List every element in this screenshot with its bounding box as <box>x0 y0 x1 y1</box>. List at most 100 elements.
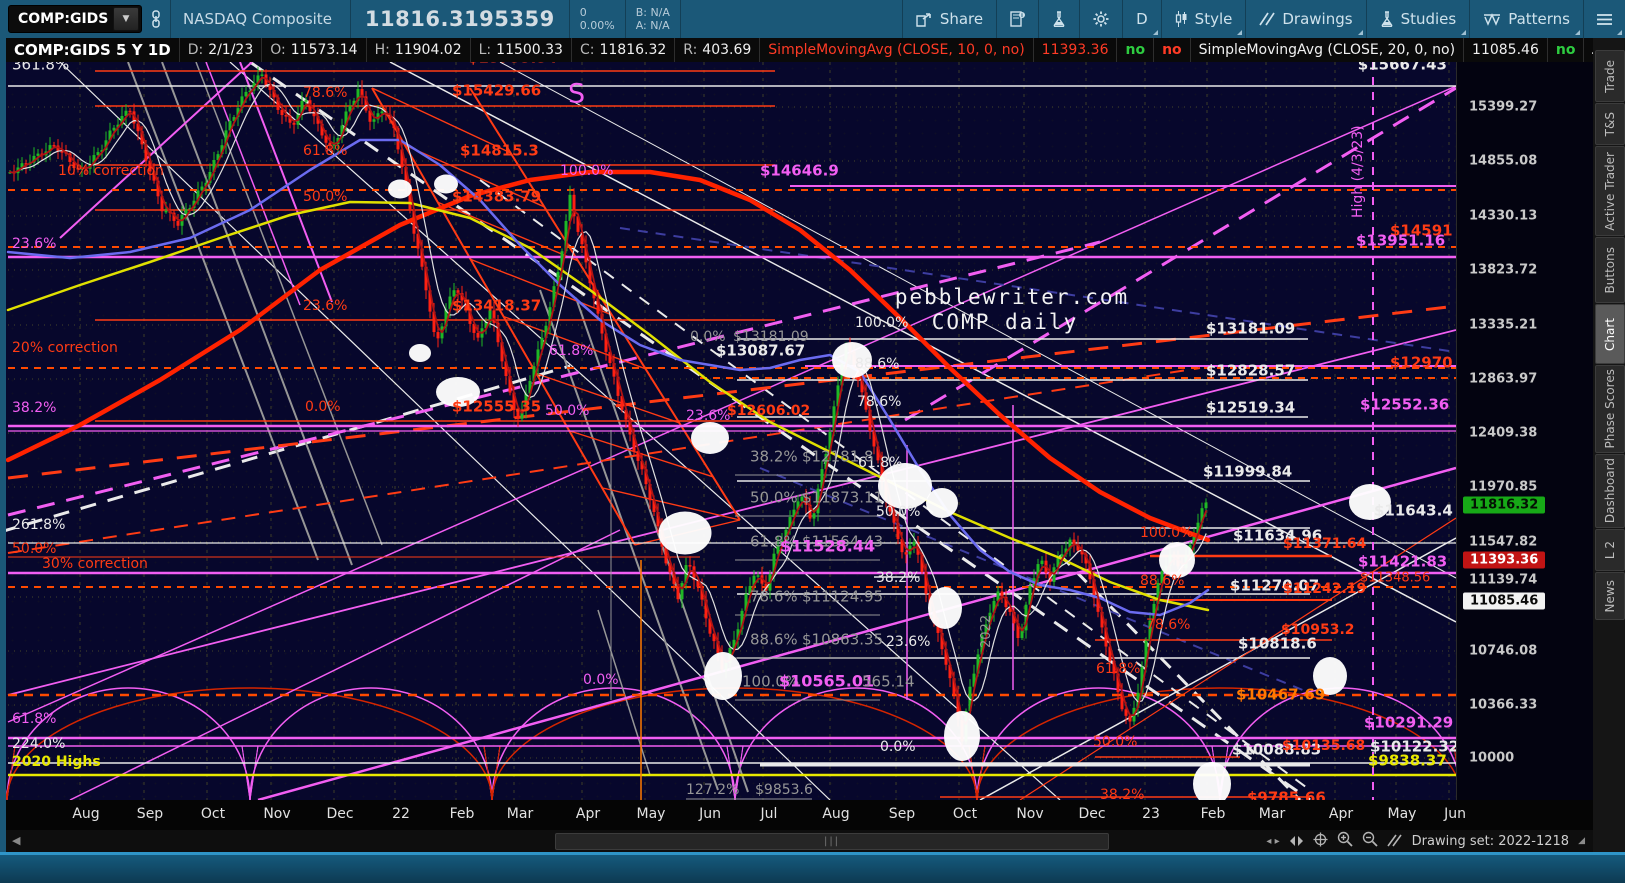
chart-labels-layer: 361.8% $15667.43 High (4/3/23) $15755.54 78.… <box>12 62 1456 800</box>
study-flag: no <box>1548 38 1585 62</box>
price-level-label: 61.8% <box>1096 661 1140 677</box>
timeframe-button[interactable]: D <box>1123 0 1161 38</box>
svg-text:pebblewriter.com: pebblewriter.com <box>895 285 1129 309</box>
price-level-label: $10467.69 <box>1236 685 1325 703</box>
report-button[interactable]: i <box>997 0 1038 38</box>
axis-month-label: 22 <box>392 806 410 822</box>
sidebar-tab-dashboard[interactable]: Dashboard <box>1595 454 1625 528</box>
resize-corner-icon[interactable]: ◢ <box>1578 836 1585 846</box>
ohlc-field: D: 2/1/23 <box>180 38 263 62</box>
price-level-label: 38.2% <box>750 447 798 465</box>
price-level-label: 88.6% <box>750 630 798 648</box>
axis-month-label: Sep <box>888 806 916 822</box>
gear-icon <box>1093 11 1109 27</box>
settings-button[interactable] <box>1080 0 1122 38</box>
zoom-in-icon[interactable] <box>1337 831 1353 851</box>
axis-price-tick: 10366.33 <box>1469 697 1538 713</box>
price-level-label: 61.8% <box>858 455 902 471</box>
sidebar-tab-phase-scores[interactable]: Phase Scores <box>1595 365 1625 453</box>
more-studies-ellipsis[interactable]: ... <box>1584 42 1593 58</box>
price-level-label: $13951.16 <box>1356 231 1445 249</box>
sidebar-tab-news[interactable]: News <box>1595 572 1625 620</box>
price-level-label: $11421.83 <box>1358 552 1447 570</box>
price-level-label: 50.0% <box>545 403 589 419</box>
price-level-label: $14591 <box>1390 221 1453 239</box>
share-icon <box>916 12 933 27</box>
price-level-label: 2020 Highs <box>12 754 101 770</box>
drawings-button[interactable]: Drawings <box>1246 0 1365 38</box>
flask-icon <box>1052 11 1066 27</box>
sidebar-tab-l-2[interactable]: L 2 <box>1595 529 1625 571</box>
zoom-out-icon[interactable] <box>1362 831 1378 851</box>
symbol-input[interactable]: COMP:GIDS ▼ <box>8 5 142 33</box>
price-level-label: $11873.11 <box>802 488 883 506</box>
patterns-button[interactable]: Patterns <box>1470 0 1583 38</box>
price-level-label: 565.14 <box>862 672 915 690</box>
study-label[interactable]: SimpleMovingAvg (CLOSE, 20, 0, no) <box>1191 38 1465 62</box>
price-level-label: 100.0% <box>1140 525 1193 541</box>
price-axis[interactable]: 15399.27 14855.08 14330.13 13823.72 13335.21… <box>1456 62 1594 800</box>
page-left-icon[interactable]: ◂ ▸ <box>1266 835 1280 847</box>
price-level-label: $10863.35 <box>802 630 883 648</box>
study-label[interactable]: SimpleMovingAvg (CLOSE, 10, 0, no) <box>760 38 1034 62</box>
price-level-label: 0.0% <box>305 399 341 415</box>
pan-icon[interactable] <box>1313 832 1328 851</box>
price-level-label: $15667.43 <box>1358 62 1447 73</box>
analyze-button[interactable] <box>1039 0 1079 38</box>
sidebar-tab-buttons[interactable]: Buttons <box>1595 237 1625 303</box>
bid-ask-block: B: N/A A: N/A <box>635 6 670 32</box>
price-level-label: 50.0% <box>750 488 798 506</box>
window-bottom-border <box>0 852 1625 883</box>
price-level-label: 78.6% <box>857 394 901 410</box>
price-level-label: $9785.66 <box>1247 788 1326 800</box>
sidebar-tab-trade[interactable]: Trade <box>1595 50 1625 102</box>
axis-month-label: Mar <box>506 806 534 822</box>
chart-toolbar: COMP:GIDS ▼ NASDAQ Composite 11816.31953… <box>0 0 1625 38</box>
menu-button[interactable] <box>1584 0 1625 38</box>
link-icon[interactable] <box>142 10 170 28</box>
studies-button[interactable]: Studies <box>1367 0 1470 38</box>
chart-plot-area[interactable]: 361.8% $15667.43 High (4/3/23) $15755.54 78.… <box>6 62 1456 800</box>
style-button[interactable]: Style <box>1162 0 1246 38</box>
sidebar-tab-t-s[interactable]: T&S <box>1595 103 1625 145</box>
axis-price-tick: 13335.21 <box>1469 317 1538 333</box>
ohlc-field: O: 11573.14 <box>262 38 367 62</box>
price-level-label: $11643.4 <box>1374 501 1453 519</box>
fit-width-icon[interactable] <box>1289 832 1304 851</box>
sidebar-tab-active-trader[interactable]: Active Trader <box>1595 146 1625 236</box>
chart-scrollbar[interactable]: ◀ ||| ◂ ▸ Drawing set: 2022-1218 ◢ <box>6 830 1593 852</box>
price-level-label: 61.8% <box>750 532 798 550</box>
price-level-label: 23.6% <box>303 298 347 314</box>
moving-averages-layer <box>6 76 1211 725</box>
scrollbar-thumb[interactable]: ||| <box>555 833 1109 850</box>
right-gadget-tabs: Trade T&S Active Trader Buttons Chart Phase S… <box>1593 38 1625 852</box>
price-level-label: $9853.6 <box>755 782 813 798</box>
price-level-label: $12606.02 <box>727 403 810 419</box>
axis-month-label: Apr <box>1328 806 1354 822</box>
scroll-left-arrow-icon[interactable]: ◀ <box>12 834 21 847</box>
share-button[interactable]: Share <box>903 0 996 38</box>
price-level-label: $11124.95 <box>802 587 883 605</box>
price-level-label: 61.8% <box>549 343 593 359</box>
drawings-quick-icon[interactable] <box>1386 832 1403 851</box>
sidebar-tab-chart[interactable]: Chart <box>1595 304 1625 364</box>
price-level-label: 23.6% <box>686 408 730 424</box>
axis-price-tick: 15399.27 <box>1469 99 1538 115</box>
axis-month-label: Feb <box>449 806 475 822</box>
price-level-label: 50.0% <box>303 189 347 205</box>
price-level-label: 10% correction <box>58 163 164 179</box>
window-left-border <box>0 38 6 852</box>
axis-price-badge: 11393.36 <box>1463 551 1546 569</box>
ohlc-field: L: 11500.33 <box>471 38 572 62</box>
axis-month-label: Oct <box>200 806 226 822</box>
axis-price-tick: 11547.82 <box>1469 534 1538 550</box>
time-axis[interactable]: Aug Sep Oct Nov Dec 22 Feb Mar Apr May Jun Jul Aug Se… <box>6 800 1593 830</box>
price-level-label: 61.8% <box>12 711 56 727</box>
symbol-dropdown-button[interactable]: ▼ <box>113 7 139 31</box>
price-level-label: 100.0% <box>742 672 799 690</box>
drawing-set-label[interactable]: Drawing set: 2022-1218 <box>1411 833 1570 849</box>
price-level-label: 88.6% <box>1140 573 1184 589</box>
price-level-label: $11270.07 <box>1230 576 1319 594</box>
